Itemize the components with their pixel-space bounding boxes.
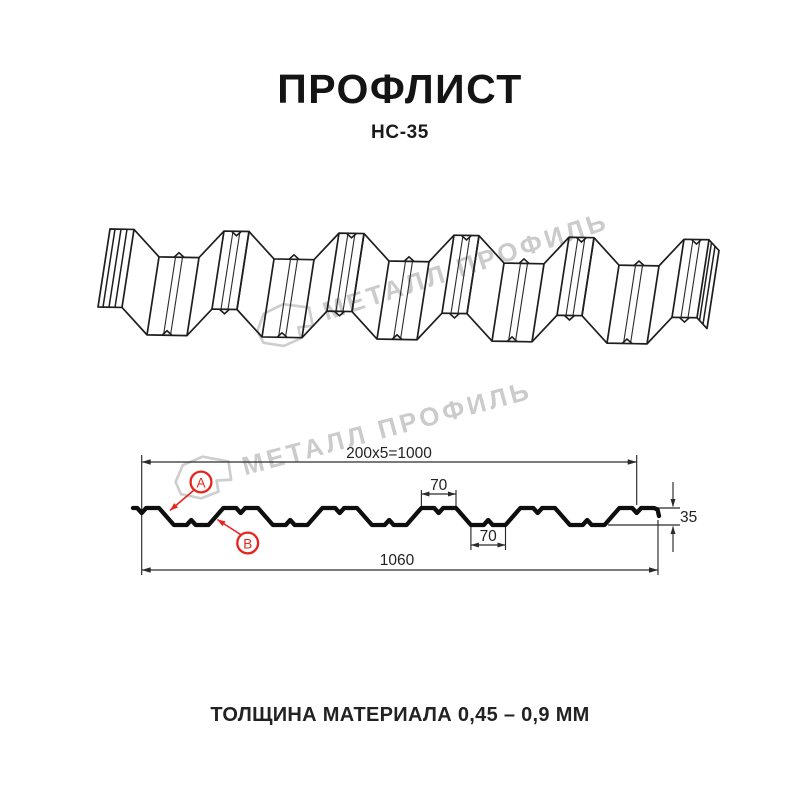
callout-a-label: А: [196, 476, 205, 491]
thickness-note: ТОЛЩИНА МАТЕРИАЛА 0,45 – 0,9 ММ: [210, 704, 590, 726]
callout-b-label: В: [243, 537, 252, 552]
brand-watermark: МЕТАЛЛ ПРОФИЛЬ: [249, 199, 614, 355]
dim-rib-bottom-width: 70: [480, 528, 498, 545]
page-title: ПРОФЛИСТ: [277, 66, 523, 112]
dim-rib-top-width: 70: [430, 477, 448, 494]
dim-overall-width: 1060: [380, 552, 415, 569]
brand-logo-icon: [256, 302, 315, 348]
profile-code: НС-35: [371, 122, 429, 143]
brand-watermark: МЕТАЛЛ ПРОФИЛЬ: [168, 368, 537, 506]
profile-section-drawing: 200x5=1000 1060 70 70 35 А В: [130, 445, 697, 575]
callout-b-circle: [236, 531, 260, 555]
brand-logo-icon: [174, 455, 233, 500]
dim-module-width: 200x5=1000: [346, 445, 432, 462]
profile-3d-drawing: [97, 228, 720, 345]
callout-a-circle: [189, 470, 213, 494]
dim-profile-height: 35: [680, 509, 697, 526]
